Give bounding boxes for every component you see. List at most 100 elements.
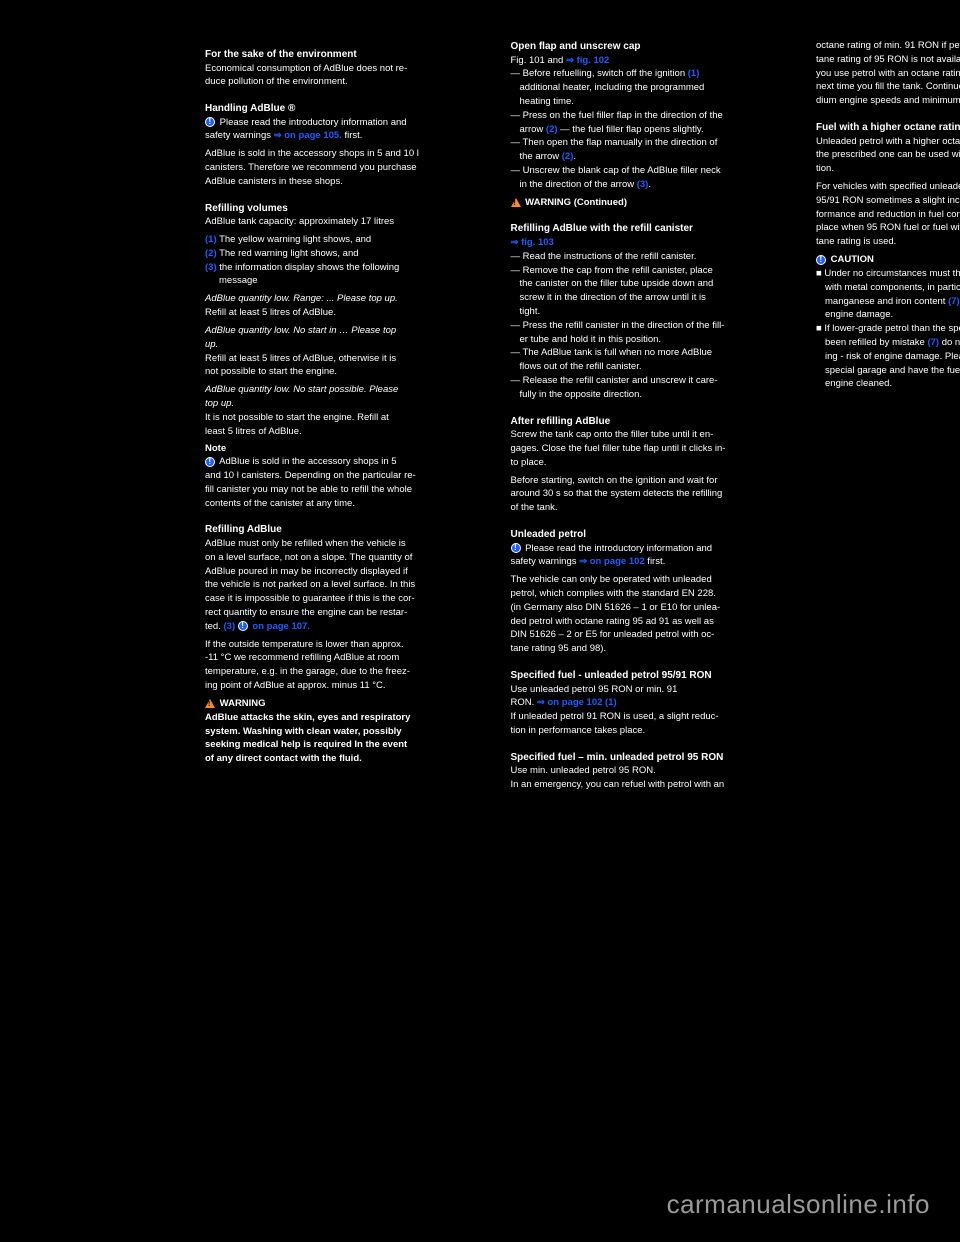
text: er tube and hold it in this position. [511,334,791,347]
text: least 5 litres of AdBlue. [205,426,485,439]
text: Screw the tank cap onto the filler tube … [511,429,791,442]
text: in the direction of the arrow (3). [511,179,791,192]
handling-heading: Handling AdBlue ® [205,102,485,116]
fig-link-102[interactable]: ⇒ fig. 102 [566,55,609,66]
page-link-102[interactable]: ⇒ on page 102 [579,556,645,567]
text: tane rating 95 and 98). [511,643,791,656]
text: (in Germany also DIN 51626 – 1 or E10 fo… [511,602,791,615]
text: fully in the opposite direction. [511,389,791,402]
fig-link-103[interactable]: ⇒ fig. 103 [511,237,554,248]
text: not possible to start the engine. [205,366,485,379]
page-link-102-1[interactable]: ⇒ on page 102 (1) [537,697,617,708]
text: formance and reduction in fuel consumpti… [816,209,960,222]
text: ing point of AdBlue at approx. minus 11 … [205,680,485,693]
text: duce pollution of the environment. [205,76,485,89]
text: fill canister you may not be able to ref… [205,484,485,497]
text: contents of the canister at any time. [205,498,485,511]
warning-icon [205,699,215,708]
text: and 10 l canisters. Depending on the par… [205,470,485,483]
caution-icon [816,255,826,265]
marker-3b: (3) [224,621,238,632]
text: flows out of the refill canister. [511,361,791,374]
text: dium engine speeds and minimum engine lo… [816,95,960,108]
text: AdBlue poured in may be incorrectly disp… [205,566,485,579]
text: tion in performance takes place. [511,725,791,738]
text: next time you fill the tank. Continue dr… [816,81,960,94]
text: -11 °C we recommend refilling AdBlue at … [205,652,485,665]
text: rect quantity to ensure the engine can b… [205,607,485,620]
text: — Press on the fuel filler flap in the d… [511,110,791,123]
env-heading: For the sake of the environment [205,48,485,62]
page-link-105[interactable]: ⇒ on page 105. [274,130,342,141]
marker-f2: (2) [546,124,558,135]
text: temperature, e.g. in the garage, due to … [205,666,485,679]
text: ded petrol with octane rating 95 ad 91 a… [511,616,791,629]
text: — The AdBlue tank is full when no more A… [511,347,791,360]
text: petrol, which complies with the standard… [511,588,791,601]
text: If the outside temperature is lower than… [205,639,485,652]
text: message [205,275,485,288]
volumes-heading: Refilling volumes [205,202,485,216]
marker-f4: (3) [637,179,649,190]
text: safety warnings ⇒ on page 102 first. [511,556,791,569]
text: safety warnings ⇒ on page 105. first. [205,130,485,143]
text: the prescribed one can be used without r… [816,149,960,162]
text: manganese and iron content (7) be used -… [816,296,960,309]
text: It is not possible to start the engine. … [205,412,485,425]
text: (3) the information display shows the fo… [205,262,485,275]
text: — Release the refill canister and unscre… [511,375,791,388]
unleaded-heading: Unleaded petrol [511,528,791,542]
watermark: carmanualsonline.info [667,1187,930,1222]
text: with metal components, in particular tho… [816,282,960,295]
text: — Before refuelling, switch off the igni… [511,68,791,81]
text: — Then open the flap manually in the dir… [511,137,791,150]
warning-label: WARNING [205,698,485,711]
text: of any direct contact with the fluid. [205,753,485,766]
marker-3: (3) [205,262,217,273]
text: on a level surface, not on a slope. The … [205,552,485,565]
text: AdBlue tank capacity: approximately 17 l… [205,216,485,229]
note: Note AdBlue is sold in the accessory sho… [205,443,485,469]
text: canisters. Therefore we recommend you pu… [205,162,485,175]
text: around 30 s so that the system detects t… [511,488,791,501]
text: AdBlue quantity low. No start in … Pleas… [205,325,485,338]
text: If unleaded petrol 91 RON is used, a sli… [511,711,791,724]
marker-2: (2) [205,248,217,259]
text: ted. (3) on page 107. [205,621,485,634]
text: Unleaded petrol with a higher octane rat… [816,136,960,149]
text: DIN 51626 – 2 or E5 for unleaded petrol … [511,629,791,642]
note-icon [238,621,248,631]
text: gages. Close the fuel filler tube flap u… [511,443,791,456]
content-columns: For the sake of the environment Economic… [205,40,790,800]
text: tight. [511,306,791,319]
text: AdBlue attacks the skin, eyes and respir… [205,712,485,725]
page-link-107[interactable]: on page 107. [250,621,310,632]
text: been refilled by mistake (7) do not cont… [816,337,960,350]
refill-heading: Refilling AdBlue [205,523,485,537]
text: seeking medical help is required In the … [205,739,485,752]
text: of the tank. [511,502,791,515]
text: tane rating of 95 RON is not available. … [816,54,960,67]
text: The vehicle can only be operated with un… [511,574,791,587]
text: Use unleaded petrol 95 RON or min. 91 [511,684,791,697]
text: additional heater, including the program… [511,82,791,95]
text: AdBlue quantity low. Range: ... Please t… [205,293,485,306]
note-icon [205,117,215,127]
text: RON. ⇒ on page 102 (1) [511,697,791,710]
ref-7b: (7) [927,337,939,348]
marker-f1: (1) [688,68,700,79]
note-icon [511,543,521,553]
text: octane rating of min. 91 RON if petrol w… [816,40,960,53]
text: the arrow (2). [511,151,791,164]
text: case it is impossible to guarantee if th… [205,593,485,606]
text: Before starting, switch on the ignition … [511,475,791,488]
text: Use min. unleaded petrol 95 RON. [511,765,791,778]
note-icon [205,457,215,467]
text: tion. [816,163,960,176]
warning-icon [511,198,521,207]
ref-7: (7) [948,296,960,307]
marker-1: (1) [205,234,217,245]
text: (1) The yellow warning light shows, and [205,234,485,247]
marker-f3: (2) [562,151,574,162]
minspec-heading: Specified fuel – min. unleaded petrol 95… [511,751,791,765]
